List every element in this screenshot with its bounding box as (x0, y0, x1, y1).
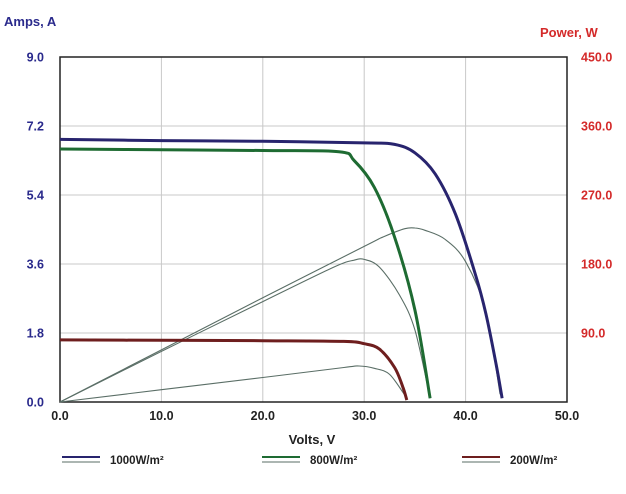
current-curve-2 (59, 338, 409, 401)
y-left-tick-label: 7.2 (27, 120, 44, 134)
y-left-tick-label: 9.0 (27, 51, 44, 65)
y-left-tick-label: 0.0 (27, 396, 44, 410)
y-left-tick-label: 5.4 (27, 189, 44, 203)
grid (60, 57, 567, 402)
legend-label: 200W/m² (510, 455, 557, 467)
power-curve-1 (59, 258, 431, 403)
curves (59, 137, 504, 403)
y-right-tick-label: 360.0 (581, 120, 612, 134)
ticks: 0.0 10.0 20.0 30.0 40.0 50.0 0.0 1.8 3.6 5.4 7.2 9.… (27, 51, 613, 424)
current-curve-1 (59, 147, 432, 399)
current-curve-0 (59, 137, 504, 399)
power-curve-0 (59, 227, 501, 403)
x-tick-label: 0.0 (51, 409, 68, 423)
x-tick-label: 40.0 (453, 409, 477, 423)
x-tick-label: 50.0 (555, 409, 579, 423)
y-right-tick-label: 180.0 (581, 258, 612, 272)
x-tick-label: 30.0 (352, 409, 376, 423)
y-right-tick-label: 270.0 (581, 189, 612, 203)
plot-frame (59, 56, 568, 403)
legend-label: 800W/m² (310, 455, 357, 467)
y-right-tick-label: 90.0 (581, 327, 605, 341)
legend: 1000W/m² 800W/m² 200W/m² (62, 455, 557, 467)
right-axis-title: Power, W (540, 25, 599, 40)
y-right-tick-label: 450.0 (581, 51, 612, 65)
legend-label: 1000W/m² (110, 455, 164, 467)
y-left-tick-label: 1.8 (27, 327, 44, 341)
power-curve-2 (59, 365, 406, 403)
x-tick-label: 20.0 (251, 409, 275, 423)
x-axis-title: Volts, V (289, 432, 336, 447)
y-left-tick-label: 3.6 (27, 258, 44, 272)
x-tick-label: 10.0 (149, 409, 173, 423)
left-axis-title: Amps, A (4, 14, 57, 29)
